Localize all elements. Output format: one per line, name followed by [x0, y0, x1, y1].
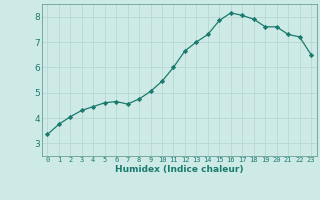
- X-axis label: Humidex (Indice chaleur): Humidex (Indice chaleur): [115, 165, 244, 174]
